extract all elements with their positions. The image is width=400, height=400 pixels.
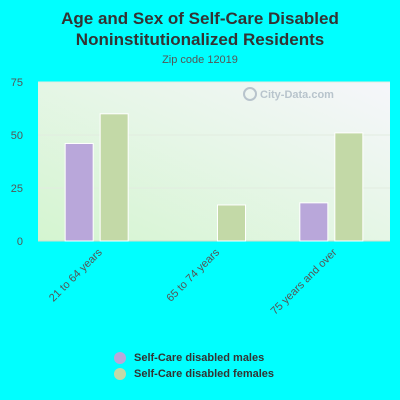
x-tick-label: 75 years and over <box>269 246 340 317</box>
bar-females[interactable] <box>217 204 246 242</box>
chart-title: Age and Sex of Self-Care Disabled Nonins… <box>0 8 400 50</box>
y-tick-label: 50 <box>11 130 23 142</box>
bar-females[interactable] <box>334 132 364 242</box>
chart-title-line1: Age and Sex of Self-Care Disabled <box>61 9 339 28</box>
y-tick-label: 25 <box>11 183 23 195</box>
legend-item-females: Self-Care disabled females <box>114 366 274 382</box>
legend-label-males: Self-Care disabled males <box>134 352 265 364</box>
bar-males[interactable] <box>64 142 94 242</box>
watermark: City-Data.com <box>243 87 334 101</box>
bar-males[interactable] <box>299 202 329 242</box>
chart-subtitle: Zip code 12019 <box>162 54 238 66</box>
legend: Self-Care disabled males Self-Care disab… <box>114 350 274 382</box>
watermark-text: City-Data.com <box>260 89 334 101</box>
x-tick-label: 21 to 64 years <box>47 246 105 304</box>
y-tick-label: 0 <box>17 236 23 248</box>
legend-label-females: Self-Care disabled females <box>134 368 275 380</box>
legend-swatch-males <box>114 352 126 364</box>
chart-title-line2: Noninstitutionalized Residents <box>75 30 325 49</box>
x-tick-label: 65 to 74 years <box>164 246 222 304</box>
legend-swatch-females <box>114 368 126 380</box>
watermark-icon <box>243 87 257 101</box>
legend-item-males: Self-Care disabled males <box>114 350 274 366</box>
y-tick-label: 75 <box>11 77 23 89</box>
bar-females[interactable] <box>99 113 129 242</box>
plot-background <box>38 82 390 241</box>
